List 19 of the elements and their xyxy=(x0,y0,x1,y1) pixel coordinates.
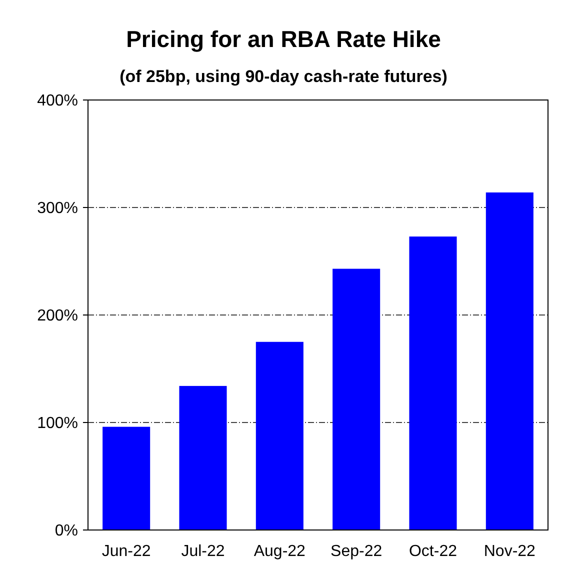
x-tick-label: Nov-22 xyxy=(484,543,536,560)
x-tick-label: Sep-22 xyxy=(330,543,382,560)
x-tick-label: Jun-22 xyxy=(102,543,151,560)
y-tick-label: 200% xyxy=(37,308,78,325)
bar xyxy=(256,342,304,530)
bar xyxy=(332,268,380,530)
chart-subtitle: (of 25bp, using 90-day cash-rate futures) xyxy=(120,67,448,86)
y-tick-label: 300% xyxy=(37,200,78,218)
y-tick-label: 400% xyxy=(37,92,78,110)
x-tick-label: Aug-22 xyxy=(254,543,306,560)
x-tick-label: Oct-22 xyxy=(408,543,458,560)
y-tick-label: 0% xyxy=(54,522,78,540)
chart-title: Pricing for an RBA Rate Hike xyxy=(126,26,441,52)
bar xyxy=(486,192,534,530)
bar xyxy=(409,236,457,530)
x-tick-label: Jul-22 xyxy=(181,543,225,560)
bar xyxy=(179,386,227,530)
y-tick-label: 100% xyxy=(37,415,78,432)
bar xyxy=(102,426,150,530)
